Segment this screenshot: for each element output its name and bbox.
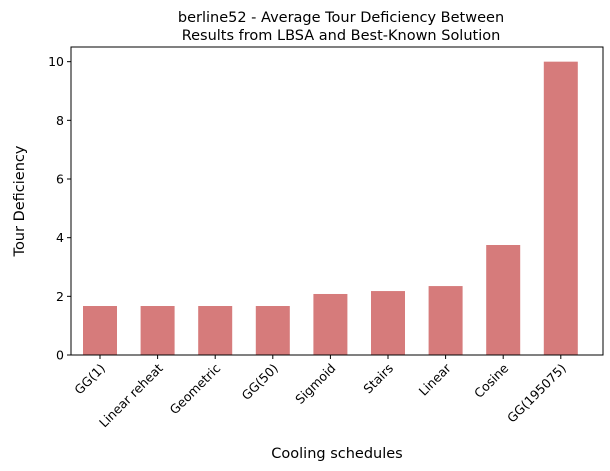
x-tick-label: GG(195075) bbox=[504, 361, 569, 426]
bar bbox=[83, 306, 117, 355]
bar bbox=[371, 291, 405, 355]
chart-title: berline52 - Average Tour Deficiency Betw… bbox=[178, 10, 504, 44]
y-axis: 0 2 4 6 8 10 bbox=[48, 54, 71, 363]
y-tick-label: 6 bbox=[56, 172, 64, 187]
chart-title-line-1: berline52 - Average Tour Deficiency Betw… bbox=[178, 10, 504, 26]
y-tick-label: 10 bbox=[48, 54, 64, 69]
bar bbox=[486, 245, 521, 355]
x-tick-label: Stairs bbox=[360, 361, 396, 397]
bars-group bbox=[83, 61, 578, 356]
y-tick-label: 4 bbox=[56, 230, 64, 245]
y-tick-label: 0 bbox=[56, 348, 64, 363]
x-tick-label: GG(1) bbox=[71, 361, 108, 398]
y-tick-label: 2 bbox=[56, 289, 64, 304]
x-tick-label: Linear bbox=[416, 360, 455, 399]
chart-title-line-2: Results from LBSA and Best-Known Solutio… bbox=[182, 28, 501, 44]
bar bbox=[428, 286, 463, 355]
x-tick-label: Sigmoid bbox=[292, 361, 338, 407]
x-tick-label: GG(50) bbox=[238, 361, 280, 403]
x-axis-label: Cooling schedules bbox=[271, 446, 402, 462]
bar bbox=[543, 61, 578, 356]
y-tick-label: 8 bbox=[56, 113, 64, 128]
bar bbox=[313, 293, 348, 355]
bar bbox=[255, 306, 290, 355]
x-tick-label: Cosine bbox=[471, 360, 512, 401]
x-axis: GG(1)Linear reheat Geometric GG(50) Sigmoid… bbox=[71, 355, 569, 430]
bar bbox=[140, 306, 175, 355]
x-tick-label: Geometric bbox=[167, 360, 224, 417]
y-axis-label: Tour Deficiency bbox=[12, 145, 28, 257]
plot-frame bbox=[70, 46, 604, 356]
bar bbox=[198, 306, 233, 355]
